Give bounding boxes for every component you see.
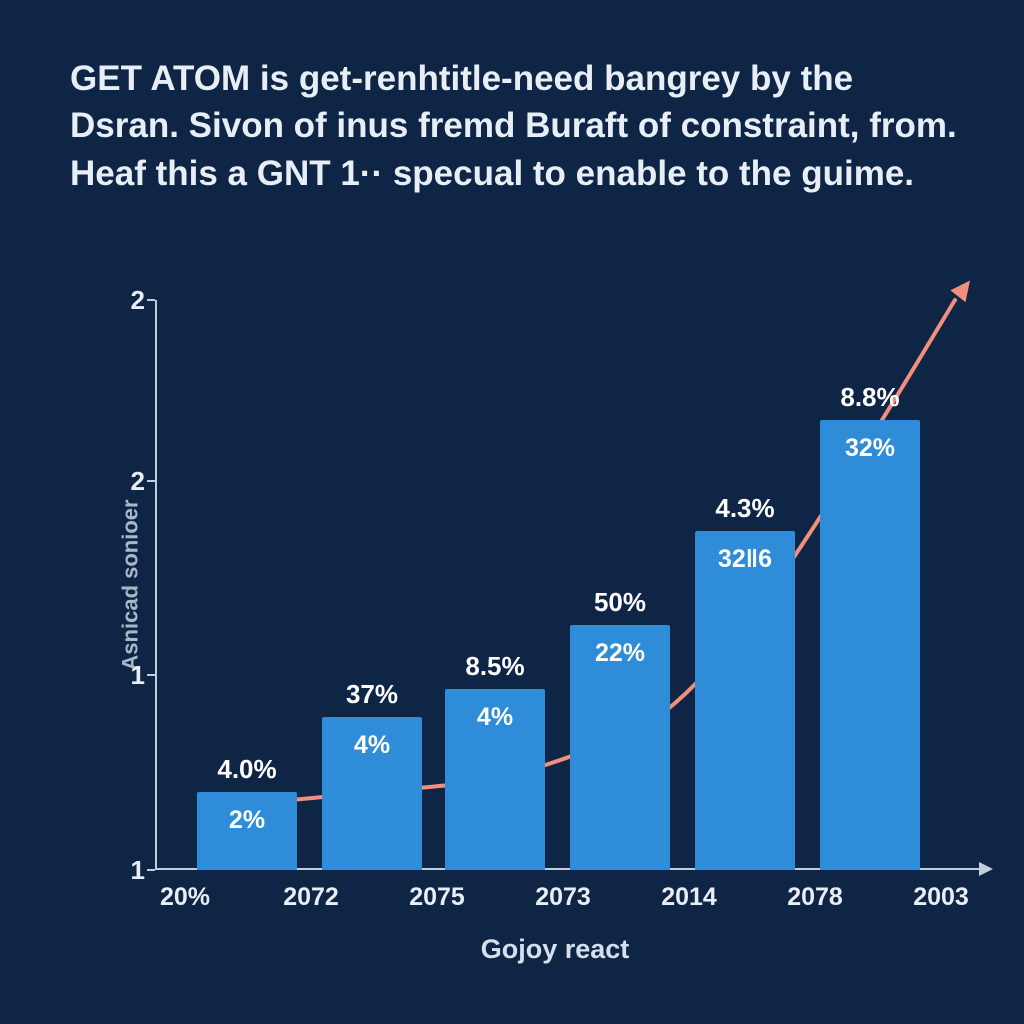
growth-bar-chart: Asnicad sonioer Gojoy react 221120%20722… <box>155 300 955 870</box>
bar: 8.8%32% <box>820 420 920 870</box>
bar-top-label: 8.5% <box>465 651 524 682</box>
bar: 4.3%32‖6 <box>695 531 795 870</box>
bar: 37%4% <box>322 717 422 870</box>
bar: 8.5%4% <box>445 689 545 870</box>
chart-title: GET ATOM is get-renhtitle-need bangrey b… <box>70 55 964 197</box>
y-tick <box>147 480 155 482</box>
y-tick-label: 2 <box>115 466 145 497</box>
x-axis-arrow-icon <box>979 862 993 876</box>
bar-inner-label: 22% <box>595 639 645 668</box>
bar-inner-label: 4% <box>354 731 390 760</box>
y-axis <box>155 300 157 870</box>
title-emphasis: GET ATOM <box>70 59 250 98</box>
y-tick-label: 2 <box>115 285 145 316</box>
x-tick-label: 2014 <box>661 883 717 912</box>
bar: 4.0%2% <box>197 792 297 870</box>
y-tick-label: 1 <box>115 855 145 886</box>
y-tick <box>147 869 155 871</box>
bar-inner-label: 32% <box>845 434 895 463</box>
bar-inner-label: 32‖6 <box>718 545 772 574</box>
bar-top-label: 4.3% <box>715 493 774 524</box>
bar-top-label: 37% <box>346 679 398 710</box>
y-tick <box>147 674 155 676</box>
y-axis-label: Asnicad sonioer <box>118 499 144 670</box>
x-tick-label: 2072 <box>283 883 339 912</box>
bar-inner-label: 4% <box>477 703 513 732</box>
x-tick-label: 2073 <box>535 883 591 912</box>
bar-inner-label: 2% <box>229 806 265 835</box>
y-tick-label: 1 <box>115 660 145 691</box>
bar: 50%22% <box>570 625 670 870</box>
bar-top-label: 4.0% <box>217 754 276 785</box>
x-tick-label: 2078 <box>787 883 843 912</box>
x-tick-label: 20% <box>160 883 210 912</box>
bar-top-label: 50% <box>594 587 646 618</box>
x-tick-label: 2075 <box>409 883 465 912</box>
x-axis-label: Gojoy react <box>481 934 630 965</box>
bar-top-label: 8.8% <box>840 382 899 413</box>
y-tick <box>147 299 155 301</box>
x-tick-label: 2003 <box>913 883 969 912</box>
